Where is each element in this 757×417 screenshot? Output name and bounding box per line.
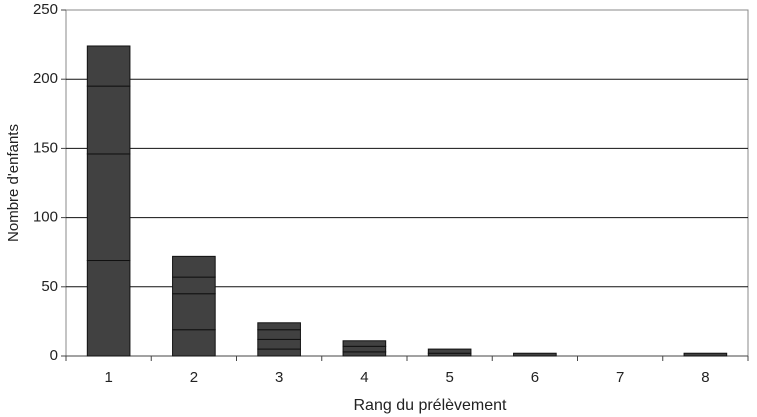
bar-segment — [86, 153, 131, 262]
y-tick-label: 150 — [33, 139, 58, 156]
bar-segment — [86, 260, 131, 357]
x-tick-label: 5 — [445, 369, 453, 386]
y-tick-label: 250 — [33, 1, 58, 18]
bar-segment — [342, 340, 387, 347]
bar-segment — [342, 345, 387, 353]
bar-segment — [257, 322, 301, 331]
bar-segment — [172, 255, 216, 278]
y-axis-label: Nombre d'enfants — [5, 124, 22, 242]
bar-segment — [427, 348, 472, 354]
bar-segment — [257, 329, 301, 340]
y-tick-label: 50 — [41, 278, 58, 295]
x-tick-label: 1 — [104, 369, 112, 386]
x-tick-label: 7 — [616, 369, 624, 386]
bar-segment — [172, 293, 216, 331]
y-tick-label: 100 — [33, 209, 58, 226]
plot-frame — [65, 9, 749, 357]
bar-segment — [257, 338, 301, 350]
bar-segment — [513, 352, 557, 357]
y-tick-label: 0 — [50, 347, 58, 364]
x-tick-label: 4 — [360, 369, 368, 386]
x-tick-label: 3 — [275, 369, 283, 386]
bar-segment — [86, 45, 131, 87]
bar-segment — [86, 85, 131, 155]
bar-segment — [257, 348, 301, 357]
y-tick-label: 200 — [33, 70, 58, 87]
x-tick-label: 8 — [701, 369, 709, 386]
bar-segment — [172, 329, 216, 357]
bar-segment — [172, 276, 216, 295]
bar-segment — [342, 351, 387, 357]
x-axis-label: Rang du prélèvement — [354, 397, 508, 414]
x-tick-label: 2 — [190, 369, 198, 386]
bar-segment — [683, 352, 728, 357]
x-tick-label: 6 — [531, 369, 539, 386]
